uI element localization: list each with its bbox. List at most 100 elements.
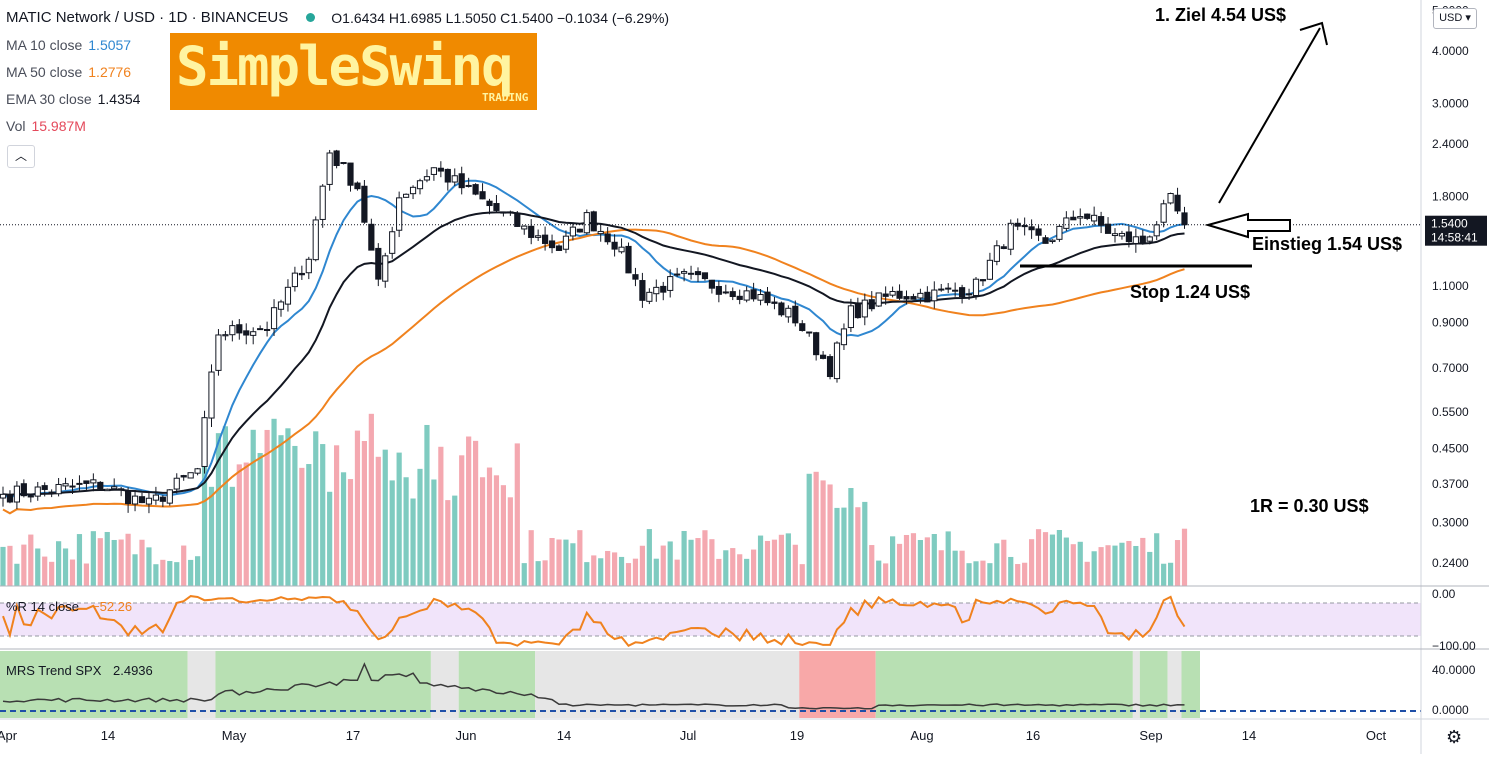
candle-body [785, 307, 792, 318]
candle-body [27, 495, 34, 498]
volume-bar [167, 561, 173, 586]
currency-label: USD [1439, 12, 1463, 24]
y-tick-label: 1.1000 [1432, 279, 1469, 293]
volume-bar [959, 550, 965, 586]
volume-bar [695, 538, 701, 586]
candle-body [896, 290, 903, 299]
volume-bar [903, 534, 910, 586]
legend-ema30[interactable]: EMA 30 close 1.4354 [6, 86, 140, 113]
collapse-legend-button[interactable]: ︿ [7, 145, 35, 168]
candle-body [118, 488, 125, 491]
candle-body [820, 354, 827, 359]
candle-body [521, 225, 528, 230]
candle-body [1118, 232, 1126, 237]
legend-volume-label: Vol [6, 118, 26, 134]
volume-bar [28, 534, 34, 586]
candle-body [548, 240, 556, 249]
candle-body [611, 241, 618, 250]
volume-bar [424, 424, 430, 586]
candle-body [861, 299, 868, 318]
x-tick-label: 17 [346, 728, 360, 743]
mrs-zone-gray [430, 651, 459, 718]
volume-bar [306, 464, 312, 586]
candle-body [986, 259, 993, 280]
candle-body [403, 193, 410, 198]
symbol-title[interactable]: MATIC Network / USD · 1D · BINANCEUS [6, 9, 289, 26]
entry-arrow [1204, 212, 1291, 239]
candle-body [1153, 224, 1160, 237]
volume-bar [69, 559, 76, 586]
logo-text: SimpleSwinq [176, 35, 514, 98]
candle-body [375, 247, 382, 280]
volume-bar [222, 426, 228, 586]
candle-body [138, 496, 146, 504]
candle-body [771, 301, 778, 304]
volume-bar [716, 558, 722, 586]
candle-body [590, 211, 597, 232]
volume-bar [1070, 544, 1076, 586]
volume-bar [987, 563, 993, 586]
volume-bar [917, 540, 923, 586]
volume-bar [375, 456, 381, 586]
currency-button[interactable]: USD ▾ [1433, 8, 1477, 29]
candle-body [1181, 212, 1188, 226]
candle-body [535, 235, 542, 238]
volume-bar [21, 544, 27, 586]
candle-body [257, 328, 264, 331]
volume-bar [229, 486, 235, 586]
volume-bar [327, 491, 333, 586]
wr-label: %R 14 close [6, 599, 79, 614]
mrs-zone-green [875, 651, 1133, 718]
candle-body [1084, 213, 1091, 219]
mrs-tick: 40.0000 [1432, 663, 1476, 677]
volume-bar [709, 539, 715, 586]
volume-bar [278, 435, 284, 586]
ma50-line [2, 228, 1185, 515]
volume-bar [264, 429, 270, 586]
candle-body [486, 200, 493, 207]
candle-body [291, 272, 298, 288]
candle-body [243, 330, 250, 336]
candle-body [875, 292, 882, 307]
candle-body [542, 234, 549, 244]
volume-bar [118, 539, 124, 586]
volume-bar [737, 554, 743, 586]
candle-body [361, 185, 368, 223]
entry-label: Einstieg 1.54 US$ [1252, 234, 1402, 254]
candle-body [1042, 237, 1049, 244]
mrs-zone-green [1139, 651, 1168, 718]
legend-ma50[interactable]: MA 50 close 1.2776 [6, 59, 140, 86]
legend-volume-value: 15.987M [31, 118, 86, 134]
x-tick-label: Apr [0, 728, 18, 743]
volume-bar [139, 539, 145, 586]
candle-body [131, 495, 139, 505]
legend-volume[interactable]: Vol 15.987M [6, 113, 140, 140]
candle-body [604, 233, 611, 243]
x-tick-label: 14 [1242, 728, 1256, 743]
legend-ma10[interactable]: MA 10 close 1.5057 [6, 32, 140, 59]
volume-bar [813, 471, 819, 586]
gear-icon[interactable]: ⚙ [1446, 727, 1463, 747]
volume-bar [827, 484, 833, 586]
volume-bar [493, 475, 500, 586]
volume-bar [153, 564, 159, 586]
volume-bar [945, 531, 951, 586]
volume-bar [577, 530, 583, 586]
candle-body [145, 497, 153, 505]
candle-body [6, 495, 14, 503]
volume-bar [751, 549, 757, 586]
mrs-zone-green [458, 651, 536, 718]
candle-body [1000, 246, 1007, 250]
volume-bar [368, 413, 374, 586]
volume-bar [188, 559, 194, 586]
legend-ma10-value: 1.5057 [88, 37, 132, 53]
volume-bar [201, 452, 208, 586]
candle-body [0, 493, 7, 499]
candle-body [34, 486, 41, 497]
candle-body [396, 197, 403, 231]
last-price-tag [1425, 215, 1487, 246]
volume-bar [1140, 537, 1146, 586]
indicator-legend: MA 10 close 1.5057 MA 50 close 1.2776 EM… [6, 32, 140, 140]
